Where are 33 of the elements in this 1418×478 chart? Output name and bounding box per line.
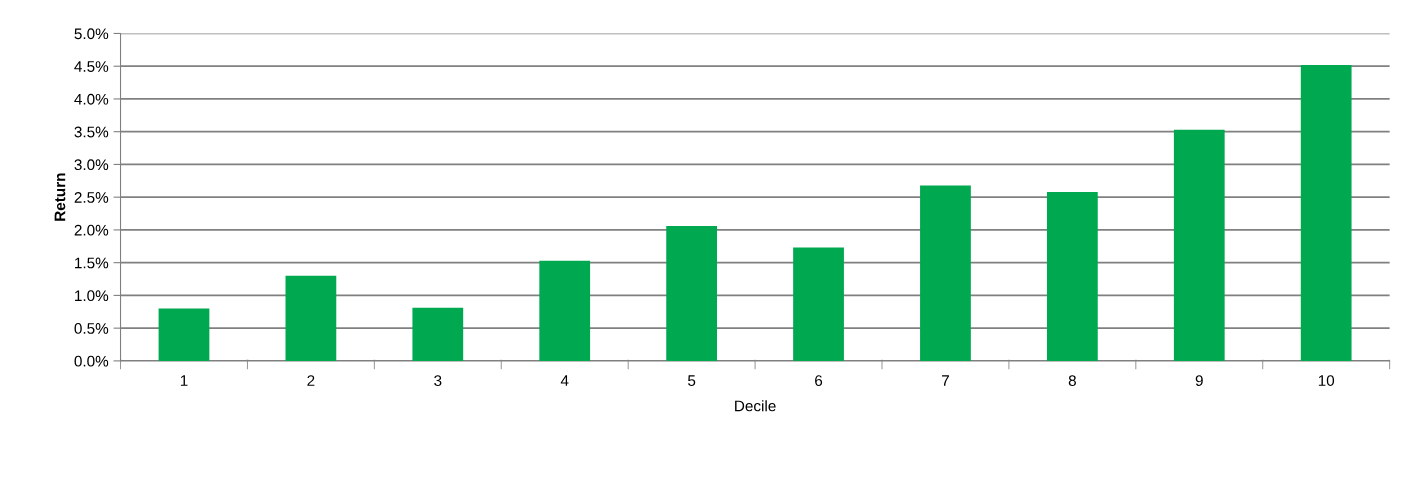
y-tick-label: 1.5%	[75, 257, 109, 269]
y-tick-label: 5.0%	[74, 28, 109, 40]
bar	[1046, 191, 1098, 361]
x-tick-label: 9	[1195, 375, 1203, 386]
x-tick-label: 1	[180, 375, 188, 386]
bar	[1300, 64, 1352, 361]
bar	[285, 275, 337, 361]
x-tick-label: 6	[815, 375, 823, 386]
y-tick-label: 4.0%	[74, 93, 109, 105]
bar	[920, 185, 971, 361]
y-tick-label: 1.0%	[75, 290, 109, 302]
y-tick-label: 2.5%	[74, 192, 109, 203]
y-tick-label: 2.0%	[74, 224, 109, 236]
bar	[793, 247, 844, 361]
x-tick-label: 7	[941, 375, 949, 386]
x-tick-label: 2	[307, 375, 315, 386]
y-tick-label: 4.5%	[74, 61, 109, 72]
y-tick-label: 0.5%	[74, 323, 109, 334]
bar	[539, 260, 591, 361]
x-tick-label: 8	[1068, 375, 1076, 386]
bar	[1173, 129, 1225, 361]
bar	[666, 225, 718, 361]
y-axis-title: Return	[54, 173, 66, 221]
bar	[412, 307, 464, 361]
x-tick-label: 4	[560, 375, 569, 386]
y-tick-label: 3.5%	[74, 126, 109, 138]
bar	[158, 308, 210, 361]
x-tick-label: 5	[687, 375, 696, 386]
y-tick-label: 3.0%	[74, 159, 109, 171]
x-tick-label: 3	[434, 375, 442, 386]
y-tick-label: 0.0%	[74, 355, 109, 367]
x-axis-title: Decile	[735, 400, 776, 412]
x-tick-label: 10	[1318, 375, 1335, 386]
